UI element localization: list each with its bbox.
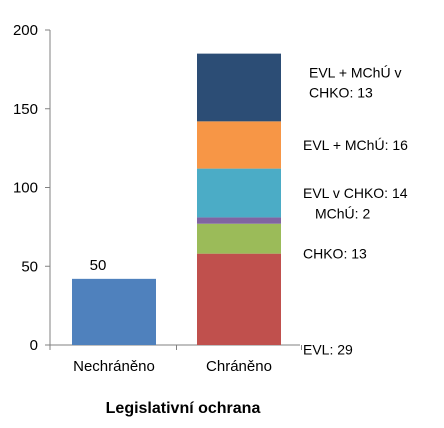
y-tick-label: 50 [21,258,38,275]
bar [72,278,156,345]
bar-segment [197,253,281,345]
x-ticks: Nechráněno Chráněno [49,345,302,375]
bars [72,53,281,345]
bar-segment [197,168,281,218]
segment-labels: 50 EVL: 29 CHKO: 13 MChÚ: 2 EVL v CHKO: 14 EV… [90,64,408,357]
x-category-label: Chráněno [206,358,272,375]
bar-segment [197,53,281,122]
y-tick-label: 200 [13,22,38,39]
y-tick-label: 100 [13,180,38,197]
bar-segment [197,121,281,169]
x-axis-title: Legislativní ochrana [106,400,261,417]
segment-label: EVL + MChÚ: 16 [303,137,408,153]
segment-label: EVL: 29 [303,341,353,357]
bar-segment [197,223,281,254]
bar-segment [197,217,281,224]
x-category-label: Nechráněno [73,358,155,375]
segment-label: CHKO: 13 [303,246,367,262]
y-tick-label: 0 [30,337,38,354]
y-tick-label: 150 [13,101,38,118]
segment-label: EVL + MChÚ v CHKO: 13 [309,64,401,100]
segment-label: EVL v CHKO: 14 [303,185,408,201]
bar-data-label: 50 [90,257,107,274]
segment-label: MChÚ: 2 [315,206,370,222]
y-ticks: 0 50 100 150 200 [13,22,50,354]
